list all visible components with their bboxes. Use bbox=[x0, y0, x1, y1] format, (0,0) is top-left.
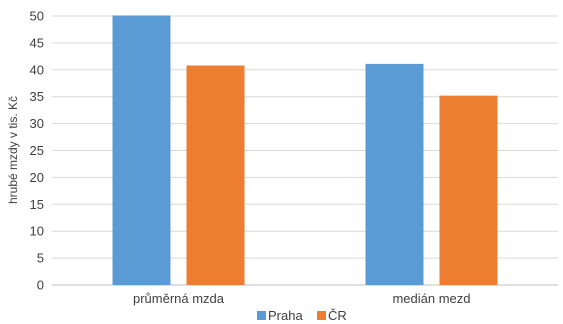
legend-label: Praha bbox=[268, 308, 303, 323]
y-tick-label: 5 bbox=[37, 251, 44, 266]
bars bbox=[112, 15, 498, 286]
bar-čr-1 bbox=[439, 95, 498, 286]
y-tick-label: 10 bbox=[30, 224, 44, 239]
y-tick-label: 15 bbox=[30, 197, 44, 212]
x-axis-categories: průměrná mzda medián mezd bbox=[133, 291, 471, 306]
bar-čr-0 bbox=[186, 65, 245, 285]
legend-swatch bbox=[257, 311, 266, 320]
y-tick-label: 50 bbox=[30, 9, 44, 24]
y-tick-label: 30 bbox=[30, 116, 44, 131]
y-tick-label: 20 bbox=[30, 170, 44, 185]
y-axis-ticks: 0 5 10 15 20 25 30 35 40 45 50 bbox=[30, 9, 44, 293]
legend-label: ČR bbox=[328, 308, 347, 323]
bar-praha-0 bbox=[112, 15, 171, 285]
y-tick-label: 45 bbox=[30, 35, 44, 50]
bar-praha-1 bbox=[365, 63, 424, 285]
y-tick-label: 35 bbox=[30, 89, 44, 104]
x-category-label: průměrná mzda bbox=[133, 291, 225, 306]
legend: Praha ČR bbox=[257, 308, 347, 323]
x-category-label: medián mezd bbox=[392, 291, 470, 306]
y-tick-label: 0 bbox=[37, 278, 44, 293]
y-tick-label: 40 bbox=[30, 62, 44, 77]
y-tick-label: 25 bbox=[30, 143, 44, 158]
y-axis-label: hrubé mzdy v tis. Kč bbox=[6, 96, 20, 204]
legend-swatch bbox=[317, 311, 326, 320]
